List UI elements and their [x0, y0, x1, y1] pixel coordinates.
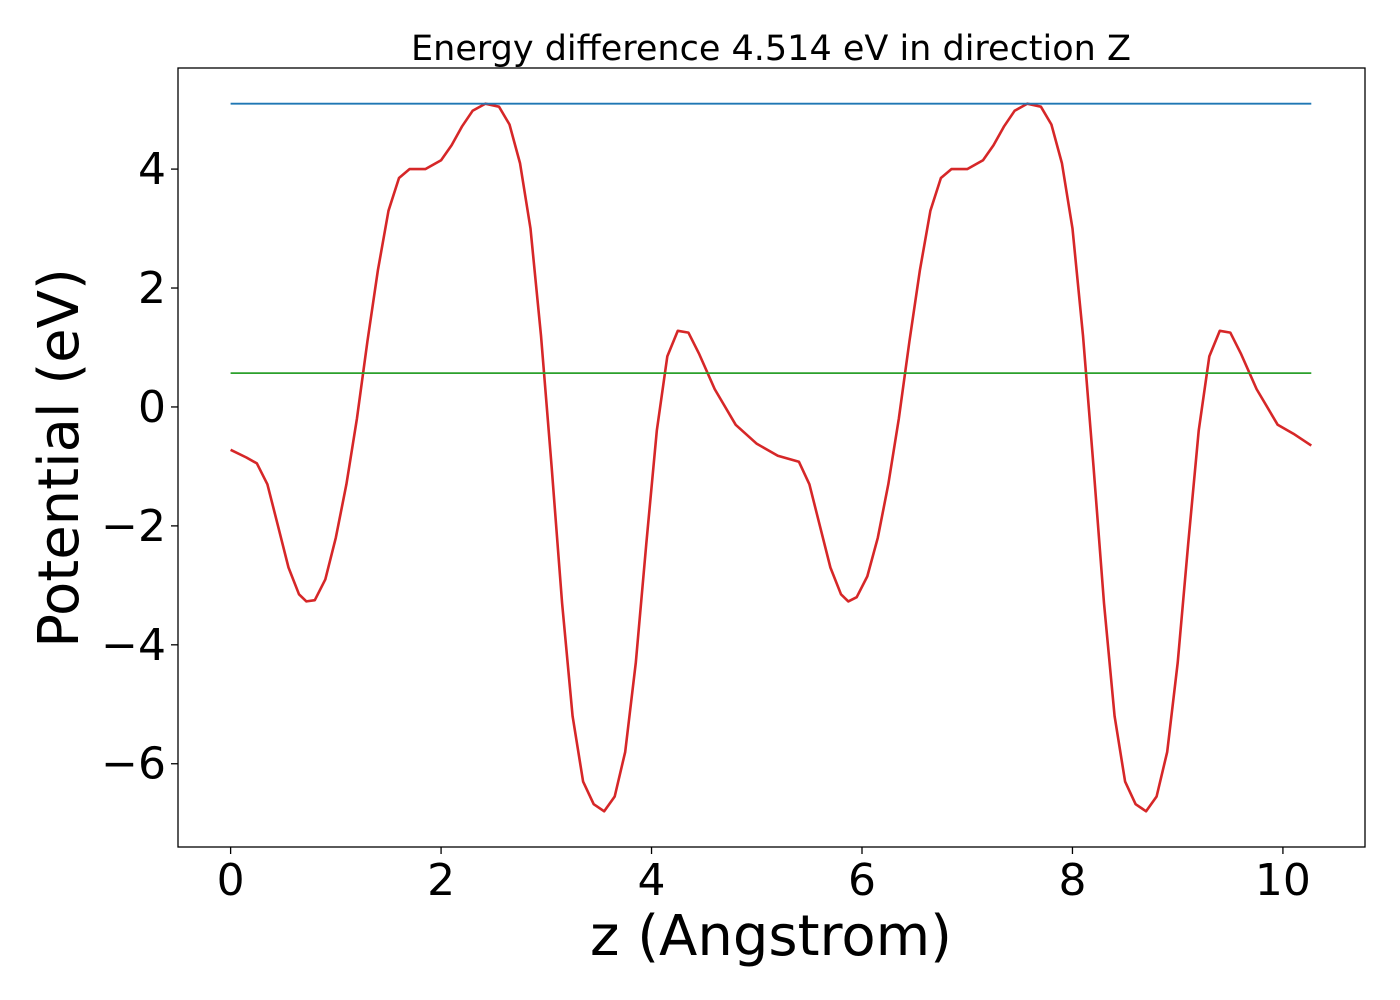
y-tick-label: −2 [101, 501, 166, 552]
x-tick-label: 8 [1058, 855, 1086, 906]
y-axis-label: Potential (eV) [27, 268, 92, 648]
y-tick-label: 4 [138, 144, 166, 195]
x-axis-ticks: 0 2 4 6 8 10 [217, 847, 1311, 906]
x-tick-label: 10 [1255, 855, 1311, 906]
x-tick-label: 2 [427, 855, 455, 906]
y-tick-label: −6 [101, 739, 166, 790]
y-tick-label: −4 [101, 620, 166, 671]
y-axis-ticks: −6 −4 −2 0 2 4 [101, 144, 178, 790]
x-tick-label: 6 [848, 855, 876, 906]
plot-frame [177, 67, 1366, 848]
x-tick-label: 0 [217, 855, 245, 906]
series-layer [230, 102, 1313, 813]
series-line-0 [230, 102, 1313, 813]
y-tick-label: 2 [138, 263, 166, 314]
chart-title: Energy difference 4.514 eV in direction … [411, 29, 1131, 69]
y-tick-label: 0 [138, 382, 166, 433]
x-axis-label: z (Angstrom) [590, 904, 952, 969]
x-tick-label: 4 [638, 855, 666, 906]
